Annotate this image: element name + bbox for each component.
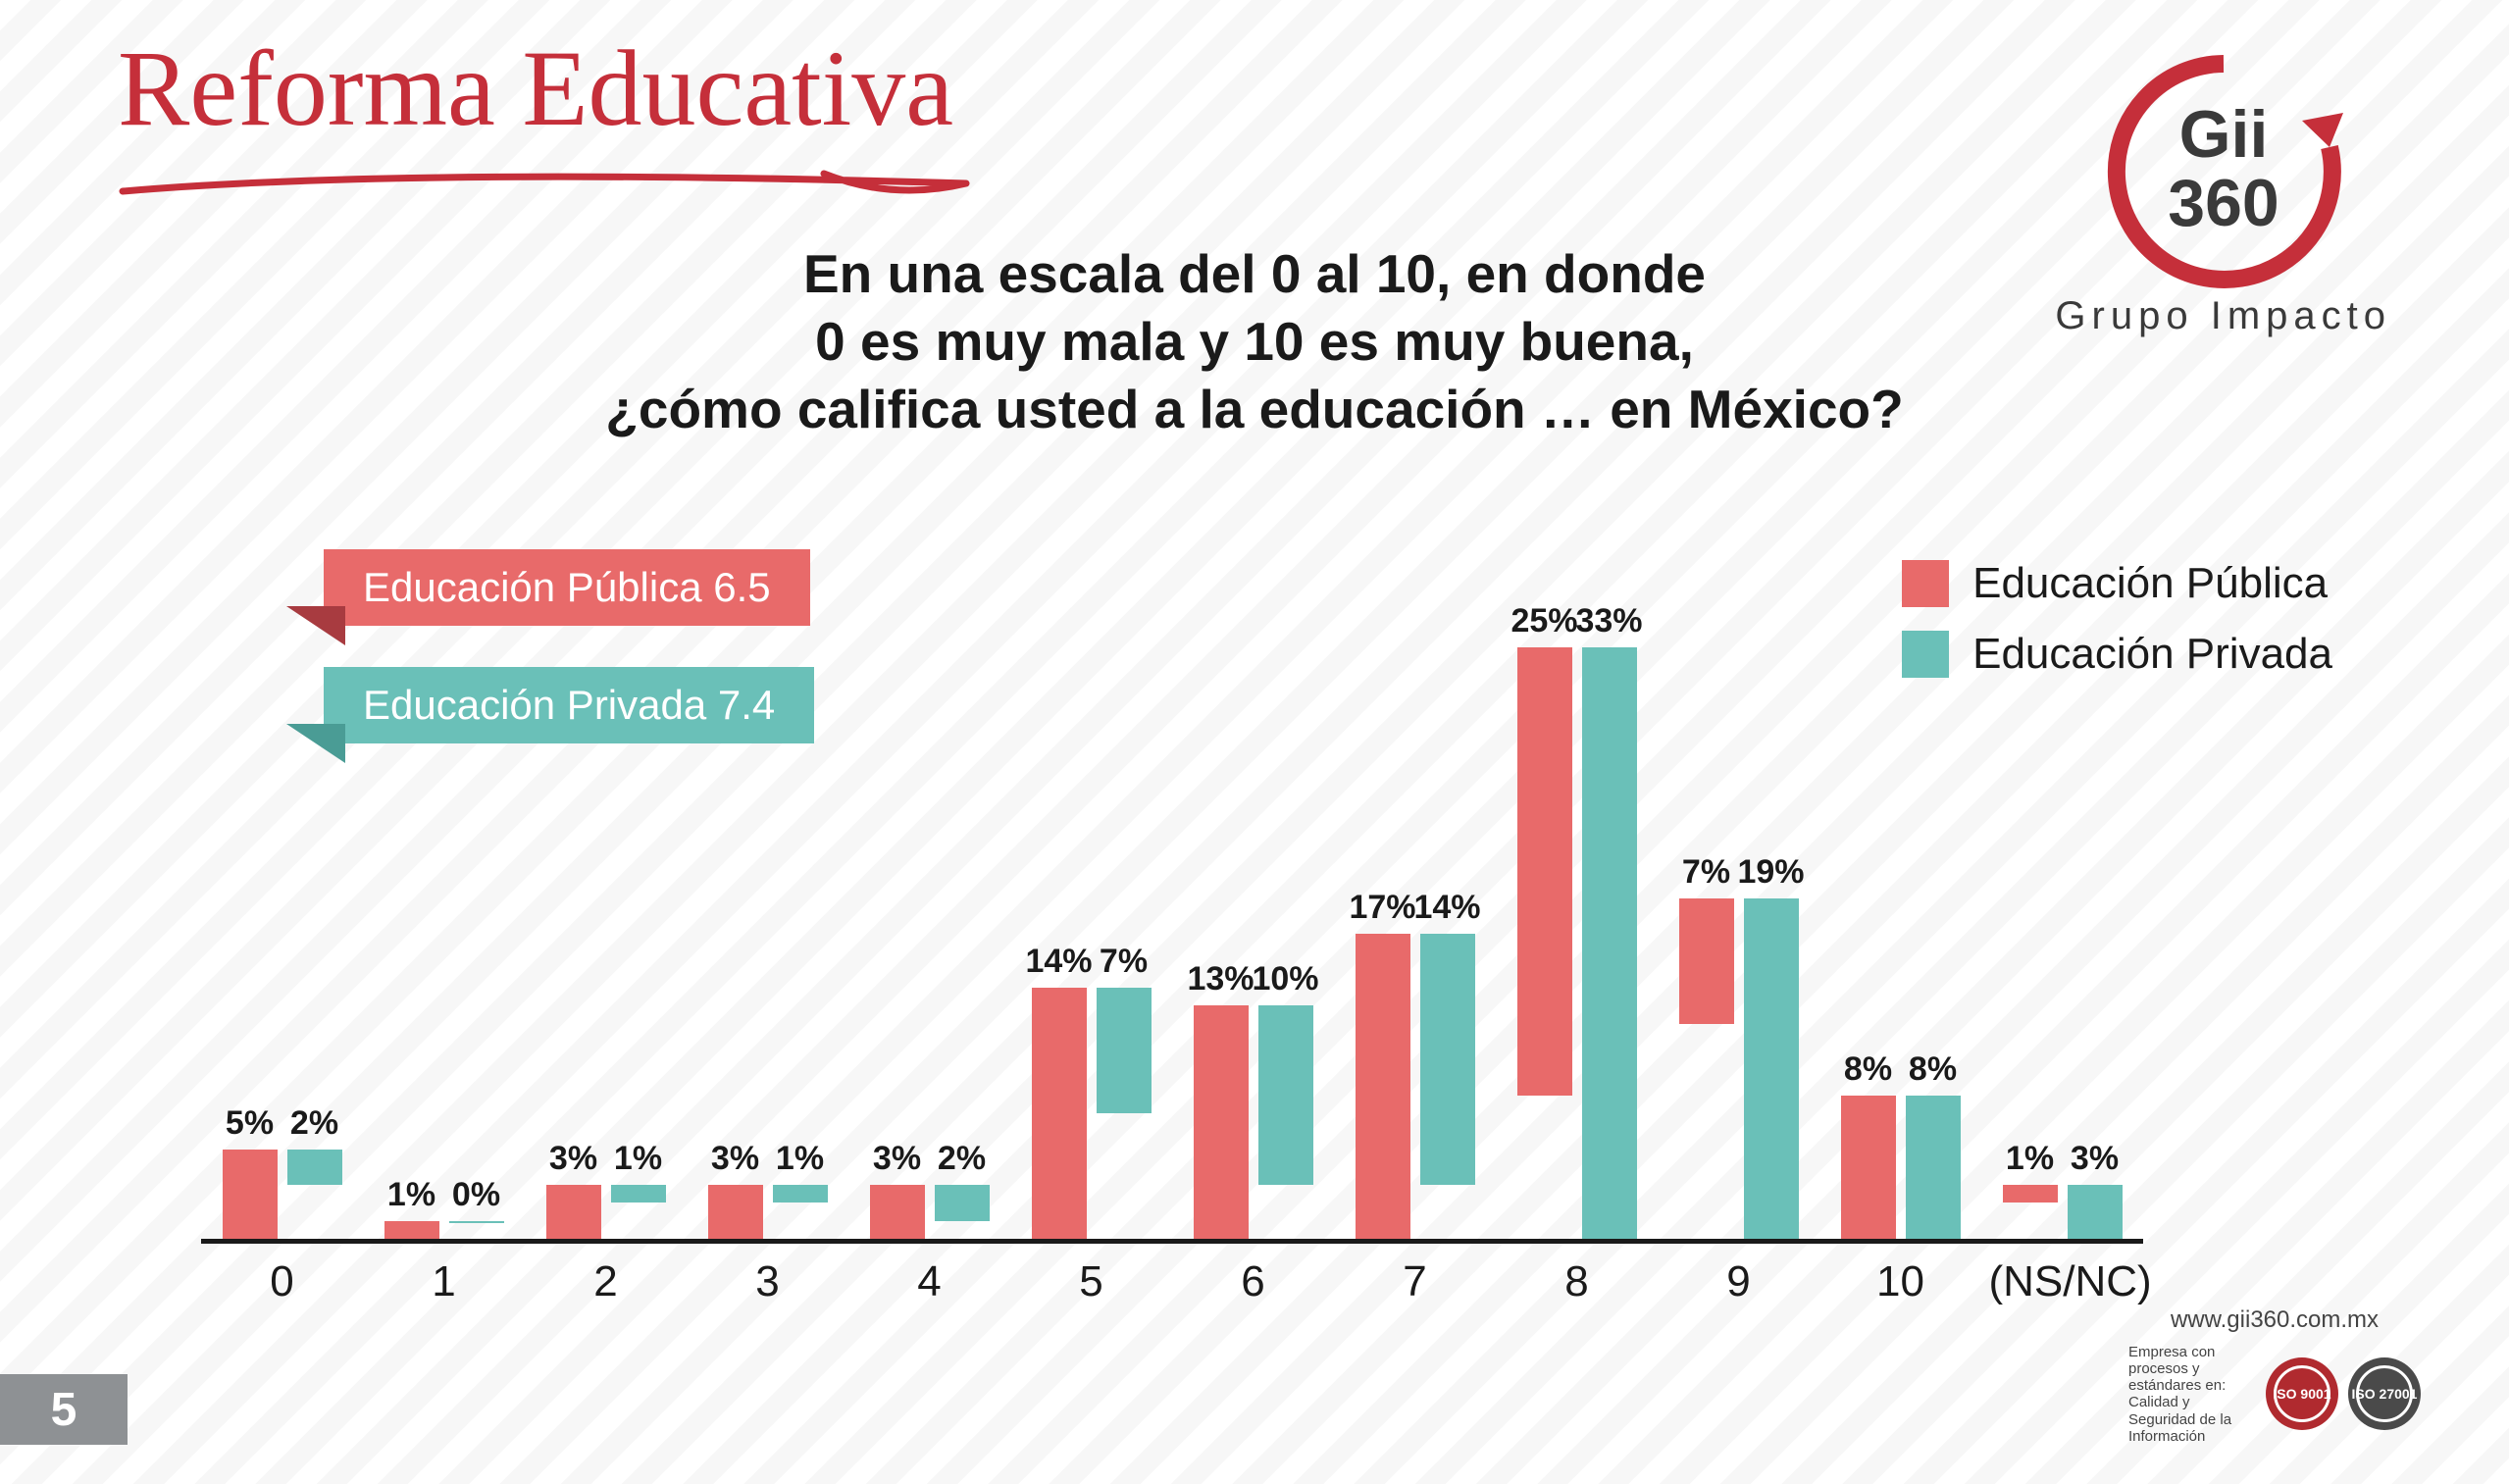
brand-logo: Gii 360 Grupo Impacto xyxy=(2055,44,2391,338)
bar-group: 17%14% xyxy=(1342,934,1489,1239)
bar-publica: 5% xyxy=(223,1150,278,1239)
iso-badge-27001: ISO 27001 xyxy=(2348,1357,2421,1430)
bar-value-label: 3% xyxy=(873,1140,921,1178)
bar-publica: 1% xyxy=(2003,1185,2058,1203)
bar-privada: 2% xyxy=(287,1150,342,1186)
bar-publica: 3% xyxy=(708,1185,763,1239)
bar-privada: 2% xyxy=(935,1185,990,1221)
x-axis-label: 6 xyxy=(1180,1257,1327,1306)
bar-value-label: 3% xyxy=(549,1140,597,1178)
handwritten-title: Reforma Educativa xyxy=(118,34,953,142)
bar-publica: 3% xyxy=(870,1185,925,1239)
bar-privada: 19% xyxy=(1744,898,1799,1239)
bar-group: 25%33% xyxy=(1504,647,1651,1239)
bar-value-label: 1% xyxy=(776,1140,824,1178)
logo-text-line1: Gii xyxy=(2178,97,2268,172)
x-axis-label: 3 xyxy=(694,1257,842,1306)
x-axis-label: (NS/NC) xyxy=(1989,1257,2136,1306)
bar-privada: 10% xyxy=(1258,1005,1313,1185)
x-axis-label: 0 xyxy=(209,1257,356,1306)
bar-publica: 14% xyxy=(1032,988,1087,1239)
bar-value-label: 33% xyxy=(1575,602,1642,640)
x-axis-label: 10 xyxy=(1827,1257,1974,1306)
bar-value-label: 3% xyxy=(2071,1140,2119,1178)
bar-privada: 0% xyxy=(449,1221,504,1223)
bar-value-label: 14% xyxy=(1413,889,1480,927)
bar-value-label: 10% xyxy=(1252,960,1318,998)
x-axis-label: 4 xyxy=(856,1257,1003,1306)
bar-group: 14%7% xyxy=(1018,988,1165,1239)
bar-value-label: 8% xyxy=(1844,1050,1892,1089)
bar-value-label: 3% xyxy=(711,1140,759,1178)
iso-badge-9001-label: ISO 9001 xyxy=(2273,1386,2330,1402)
bar-group: 3% 2% xyxy=(856,1185,1003,1239)
bar-publica: 1% xyxy=(384,1221,439,1239)
bar-publica: 3% xyxy=(546,1185,601,1239)
bar-value-label: 1% xyxy=(614,1140,662,1178)
bar-group: 3% 1% xyxy=(694,1185,842,1239)
x-axis-label: 7 xyxy=(1342,1257,1489,1306)
bar-privada: 8% xyxy=(1906,1096,1961,1239)
bar-publica: 17% xyxy=(1356,934,1410,1239)
iso-badge-9001: ISO 9001 xyxy=(2266,1357,2338,1430)
iso-badge-27001-label: ISO 27001 xyxy=(2352,1386,2418,1402)
bar-group: 7%19% xyxy=(1665,898,1813,1239)
bar-group: 1% 3% xyxy=(1989,1185,2136,1239)
bar-value-label: 13% xyxy=(1187,960,1254,998)
x-axis-label: 2 xyxy=(533,1257,680,1306)
bar-privada: 14% xyxy=(1420,934,1475,1185)
bar-privada: 1% xyxy=(773,1185,828,1203)
logo-ring-icon: Gii 360 xyxy=(2096,44,2351,299)
bar-privada: 3% xyxy=(2068,1185,2123,1239)
bar-chart: 5%2%1%0%3%1%3%1%3%2%14%7%13%10%17%14%25%… xyxy=(201,601,2143,1307)
x-axis-label: 8 xyxy=(1504,1257,1651,1306)
bar-group: 1% 0% xyxy=(371,1221,518,1239)
bar-publica: 13% xyxy=(1194,1005,1249,1239)
footer-url: www.gii360.com.mx xyxy=(2128,1306,2421,1334)
bar-value-label: 25% xyxy=(1511,602,1577,640)
bar-privada: 7% xyxy=(1097,988,1152,1113)
x-axis-label: 1 xyxy=(371,1257,518,1306)
bar-value-label: 17% xyxy=(1349,889,1415,927)
chart-x-axis: 0123456789 10 (NS/NC) xyxy=(201,1244,2143,1307)
bar-value-label: 7% xyxy=(1100,943,1148,981)
bar-value-label: 2% xyxy=(938,1140,986,1178)
bar-privada: 1% xyxy=(611,1185,666,1203)
bar-value-label: 7% xyxy=(1682,853,1730,892)
bar-value-label: 0% xyxy=(452,1176,500,1214)
bar-value-label: 14% xyxy=(1025,943,1092,981)
bar-group: 5%2% xyxy=(209,1150,356,1239)
bar-value-label: 2% xyxy=(290,1104,338,1143)
chart-plot-area: 5%2%1%0%3%1%3%1%3%2%14%7%13%10%17%14%25%… xyxy=(201,616,2143,1244)
bar-value-label: 19% xyxy=(1737,853,1804,892)
logo-subtitle: Grupo Impacto xyxy=(2055,294,2391,338)
bar-value-label: 1% xyxy=(387,1176,435,1214)
bar-publica: 25% xyxy=(1517,647,1572,1096)
bar-value-label: 1% xyxy=(2006,1140,2054,1178)
footer-certifications: Empresa con procesos y estándares en: Ca… xyxy=(2128,1344,2421,1446)
bar-group: 3% 1% xyxy=(533,1185,680,1239)
bar-value-label: 5% xyxy=(226,1104,274,1143)
footer-cert-text: Empresa con procesos y estándares en: Ca… xyxy=(2128,1344,2256,1446)
handwritten-underline xyxy=(118,162,971,211)
x-axis-label: 5 xyxy=(1018,1257,1165,1306)
bar-publica: 7% xyxy=(1679,898,1734,1024)
x-axis-label: 9 xyxy=(1665,1257,1813,1306)
bar-group: 13%10% xyxy=(1180,1005,1327,1239)
page-number: 5 xyxy=(0,1374,128,1445)
bar-privada: 33% xyxy=(1582,647,1637,1239)
footer: www.gii360.com.mx Empresa con procesos y… xyxy=(2128,1306,2421,1446)
slide: Reforma Educativa En una escala del 0 al… xyxy=(0,0,2509,1484)
legend-swatch-publica xyxy=(1902,560,1949,607)
bar-publica: 8% xyxy=(1841,1096,1896,1239)
bar-value-label: 8% xyxy=(1909,1050,1957,1089)
bar-group: 8%8% xyxy=(1827,1096,1974,1239)
logo-text-line2: 360 xyxy=(2168,166,2279,240)
